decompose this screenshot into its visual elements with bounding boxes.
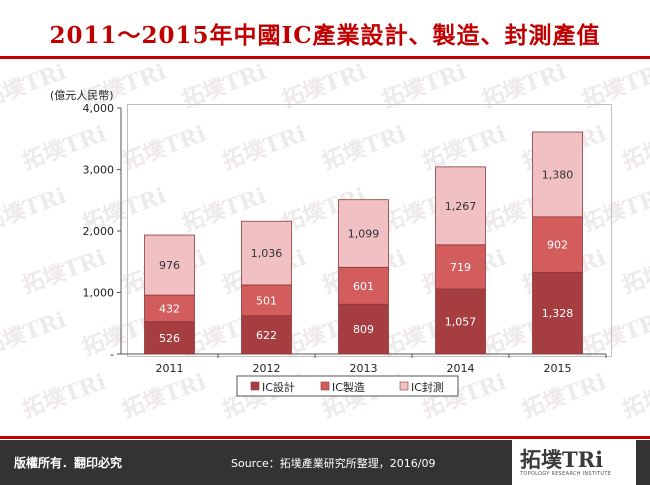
y-tick-label: 2,000 bbox=[83, 225, 115, 238]
data-label: 902 bbox=[547, 239, 568, 252]
legend-box bbox=[236, 375, 459, 397]
legend-label: IC封測 bbox=[411, 380, 444, 394]
source-note: Source：拓墣產業研究所整理，2016/09 bbox=[231, 457, 436, 470]
data-label: 432 bbox=[159, 302, 180, 315]
bar-segment bbox=[144, 234, 195, 296]
legend-label: IC製造 bbox=[332, 380, 365, 394]
bar-segment bbox=[532, 216, 583, 273]
x-tick-label: 2011 bbox=[156, 362, 184, 375]
bar-segment bbox=[144, 321, 195, 355]
bar-segment bbox=[241, 315, 292, 355]
data-label: 1,099 bbox=[348, 227, 380, 240]
data-label: 1,380 bbox=[542, 168, 574, 181]
chart-title: 2011～2015年中國IC產業設計、製造、封測產值 bbox=[49, 22, 601, 49]
bar-segment bbox=[532, 131, 583, 218]
logo-text: 拓墣TRi bbox=[520, 447, 604, 472]
data-label: 976 bbox=[159, 259, 180, 272]
bar-segment bbox=[338, 303, 389, 355]
data-label: 1,057 bbox=[445, 315, 477, 328]
y-tick-label: - bbox=[110, 348, 114, 361]
data-label: 501 bbox=[256, 294, 277, 307]
footer-bar: 版權所有．翻印必究 Source：拓墣產業研究所整理，2016/09 拓墣TRi… bbox=[0, 440, 650, 485]
logo-subtitle: TOPOLOGY RESEARCH INSTITUTE bbox=[520, 471, 612, 477]
data-label: 1,036 bbox=[251, 247, 283, 260]
plot-area bbox=[127, 104, 612, 357]
legend-label: IC設計 bbox=[262, 380, 295, 394]
bar-segment bbox=[435, 166, 486, 246]
x-tick-label: 2014 bbox=[447, 362, 475, 375]
y-tick-label: 3,000 bbox=[83, 164, 115, 177]
bar-segment bbox=[338, 266, 389, 305]
data-label: 1,267 bbox=[445, 200, 477, 213]
data-label: 719 bbox=[450, 261, 471, 274]
copyright-notice: 版權所有．翻印必究 bbox=[14, 456, 123, 470]
bar-segment bbox=[241, 284, 292, 317]
y-tick-label: 1,000 bbox=[83, 287, 115, 300]
bar-segment bbox=[435, 288, 486, 355]
bar-segment bbox=[144, 294, 195, 323]
bar-segment bbox=[532, 271, 583, 355]
bar-segment bbox=[435, 244, 486, 290]
legend-swatch bbox=[320, 381, 330, 391]
data-label: 526 bbox=[159, 332, 180, 345]
x-tick-label: 2015 bbox=[544, 362, 572, 375]
data-label: 622 bbox=[256, 329, 277, 342]
title-divider bbox=[0, 56, 650, 59]
bar-segment bbox=[241, 220, 292, 286]
data-label: 601 bbox=[353, 280, 374, 293]
bar-segment bbox=[338, 199, 389, 268]
data-label: 1,328 bbox=[542, 307, 574, 320]
footer-divider bbox=[0, 436, 650, 439]
legend-swatch bbox=[399, 381, 409, 391]
x-tick-label: 2013 bbox=[350, 362, 378, 375]
x-tick-label: 2012 bbox=[253, 362, 281, 375]
tri-logo: 拓墣TRi TOPOLOGY RESEARCH INSTITUTE bbox=[512, 440, 636, 485]
y-unit-label: (億元人民幣) bbox=[50, 89, 114, 102]
stacked-bar-chart: (億元人民幣) - 1,000 2,000 3,000 4,000 526 432 976 201… bbox=[50, 89, 607, 397]
legend-swatch bbox=[250, 381, 260, 391]
data-label: 809 bbox=[353, 323, 374, 336]
y-tick-label: 4,000 bbox=[83, 102, 115, 115]
